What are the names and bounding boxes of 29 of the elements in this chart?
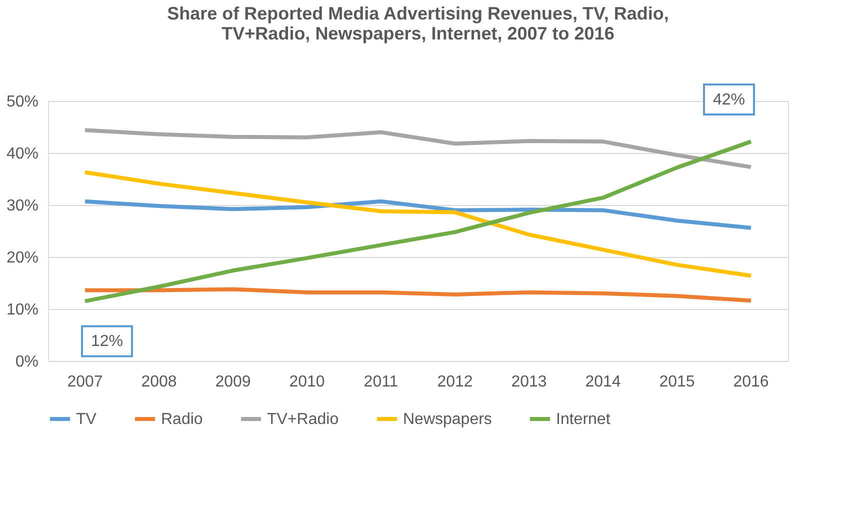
legend-label: Radio [161, 411, 203, 428]
line-series [83, 199, 753, 230]
x-tick-label: 2011 [364, 374, 398, 390]
y-tick-label: 20% [6, 250, 38, 266]
y-tick-label: 50% [6, 94, 38, 110]
x-tick-label: 2010 [289, 374, 325, 390]
legend-label: Internet [556, 411, 611, 428]
line-series [83, 140, 753, 304]
legend-label: TV+Radio [267, 411, 339, 428]
annotation: 42% [712, 92, 746, 109]
y-tick-label: 10% [6, 302, 38, 318]
x-tick-label: 2015 [659, 374, 695, 390]
x-tick-label: 2016 [733, 374, 769, 390]
chart-title: Share of Reported Media Advertising Revenues, TV, Radio, TV+Radio, Newspapers, Internet, 2007 to 2016 [167, 4, 669, 44]
line-series [83, 170, 753, 278]
y-tick-label: 30% [6, 198, 38, 214]
y-tick-label: 40% [6, 146, 38, 162]
y-tick-label: 0% [15, 354, 38, 370]
line-series [83, 128, 753, 170]
x-tick-label: 2012 [437, 374, 473, 390]
line-series [83, 287, 753, 303]
x-tick-label: 2014 [585, 374, 621, 390]
annotation: 12% [90, 333, 124, 350]
x-tick-label: 2013 [511, 374, 547, 390]
legend-label: Newspapers [403, 411, 492, 428]
x-tick-label: 2008 [141, 374, 177, 390]
legend-label: TV [76, 411, 97, 428]
x-tick-label: 2009 [215, 374, 251, 390]
x-tick-label: 2007 [67, 374, 103, 390]
